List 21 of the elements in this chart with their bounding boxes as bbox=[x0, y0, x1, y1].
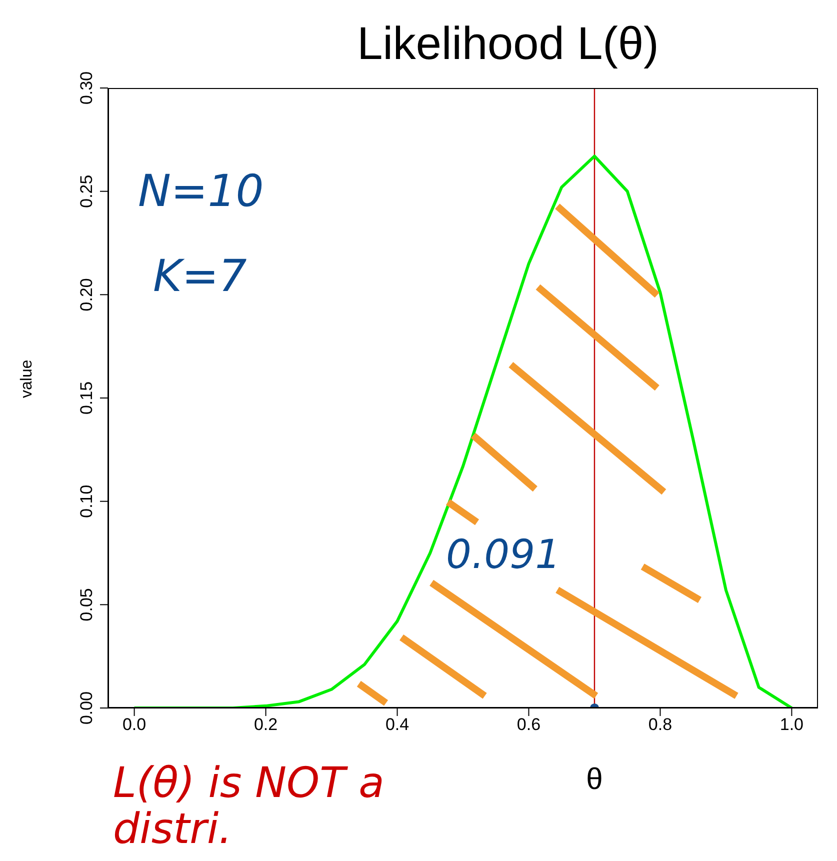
x-tick-label: 0.8 bbox=[648, 715, 672, 734]
y-tick-label: 0.30 bbox=[77, 71, 96, 105]
x-tick-label: 0.2 bbox=[254, 715, 278, 734]
annotation: N=10 bbox=[138, 166, 265, 217]
y-tick-label: 0.00 bbox=[77, 691, 96, 725]
line-series bbox=[132, 154, 794, 708]
x-tick-label: 0.6 bbox=[516, 715, 541, 734]
annotation: K=7 bbox=[153, 251, 248, 302]
x-tick-label: 0.0 bbox=[122, 715, 146, 734]
y-tick-label: 0.15 bbox=[77, 381, 96, 415]
y-axis-title: value bbox=[18, 360, 36, 398]
y-tick-label: 0.05 bbox=[77, 588, 96, 622]
x-axis-title: θ bbox=[585, 763, 604, 797]
text: L(θ) is NOT a distri. bbox=[113, 758, 386, 854]
x-tick-label: 1.0 bbox=[780, 715, 804, 734]
y-tick-label: 0.20 bbox=[77, 278, 96, 312]
x-tick-label: 0.4 bbox=[385, 715, 410, 734]
y-tick-label: 0.25 bbox=[77, 174, 96, 208]
annotation: 0.091 bbox=[446, 532, 562, 578]
chart-title: Likelihood L(θ) bbox=[356, 16, 660, 70]
y-tick-label: 0.10 bbox=[77, 484, 96, 518]
